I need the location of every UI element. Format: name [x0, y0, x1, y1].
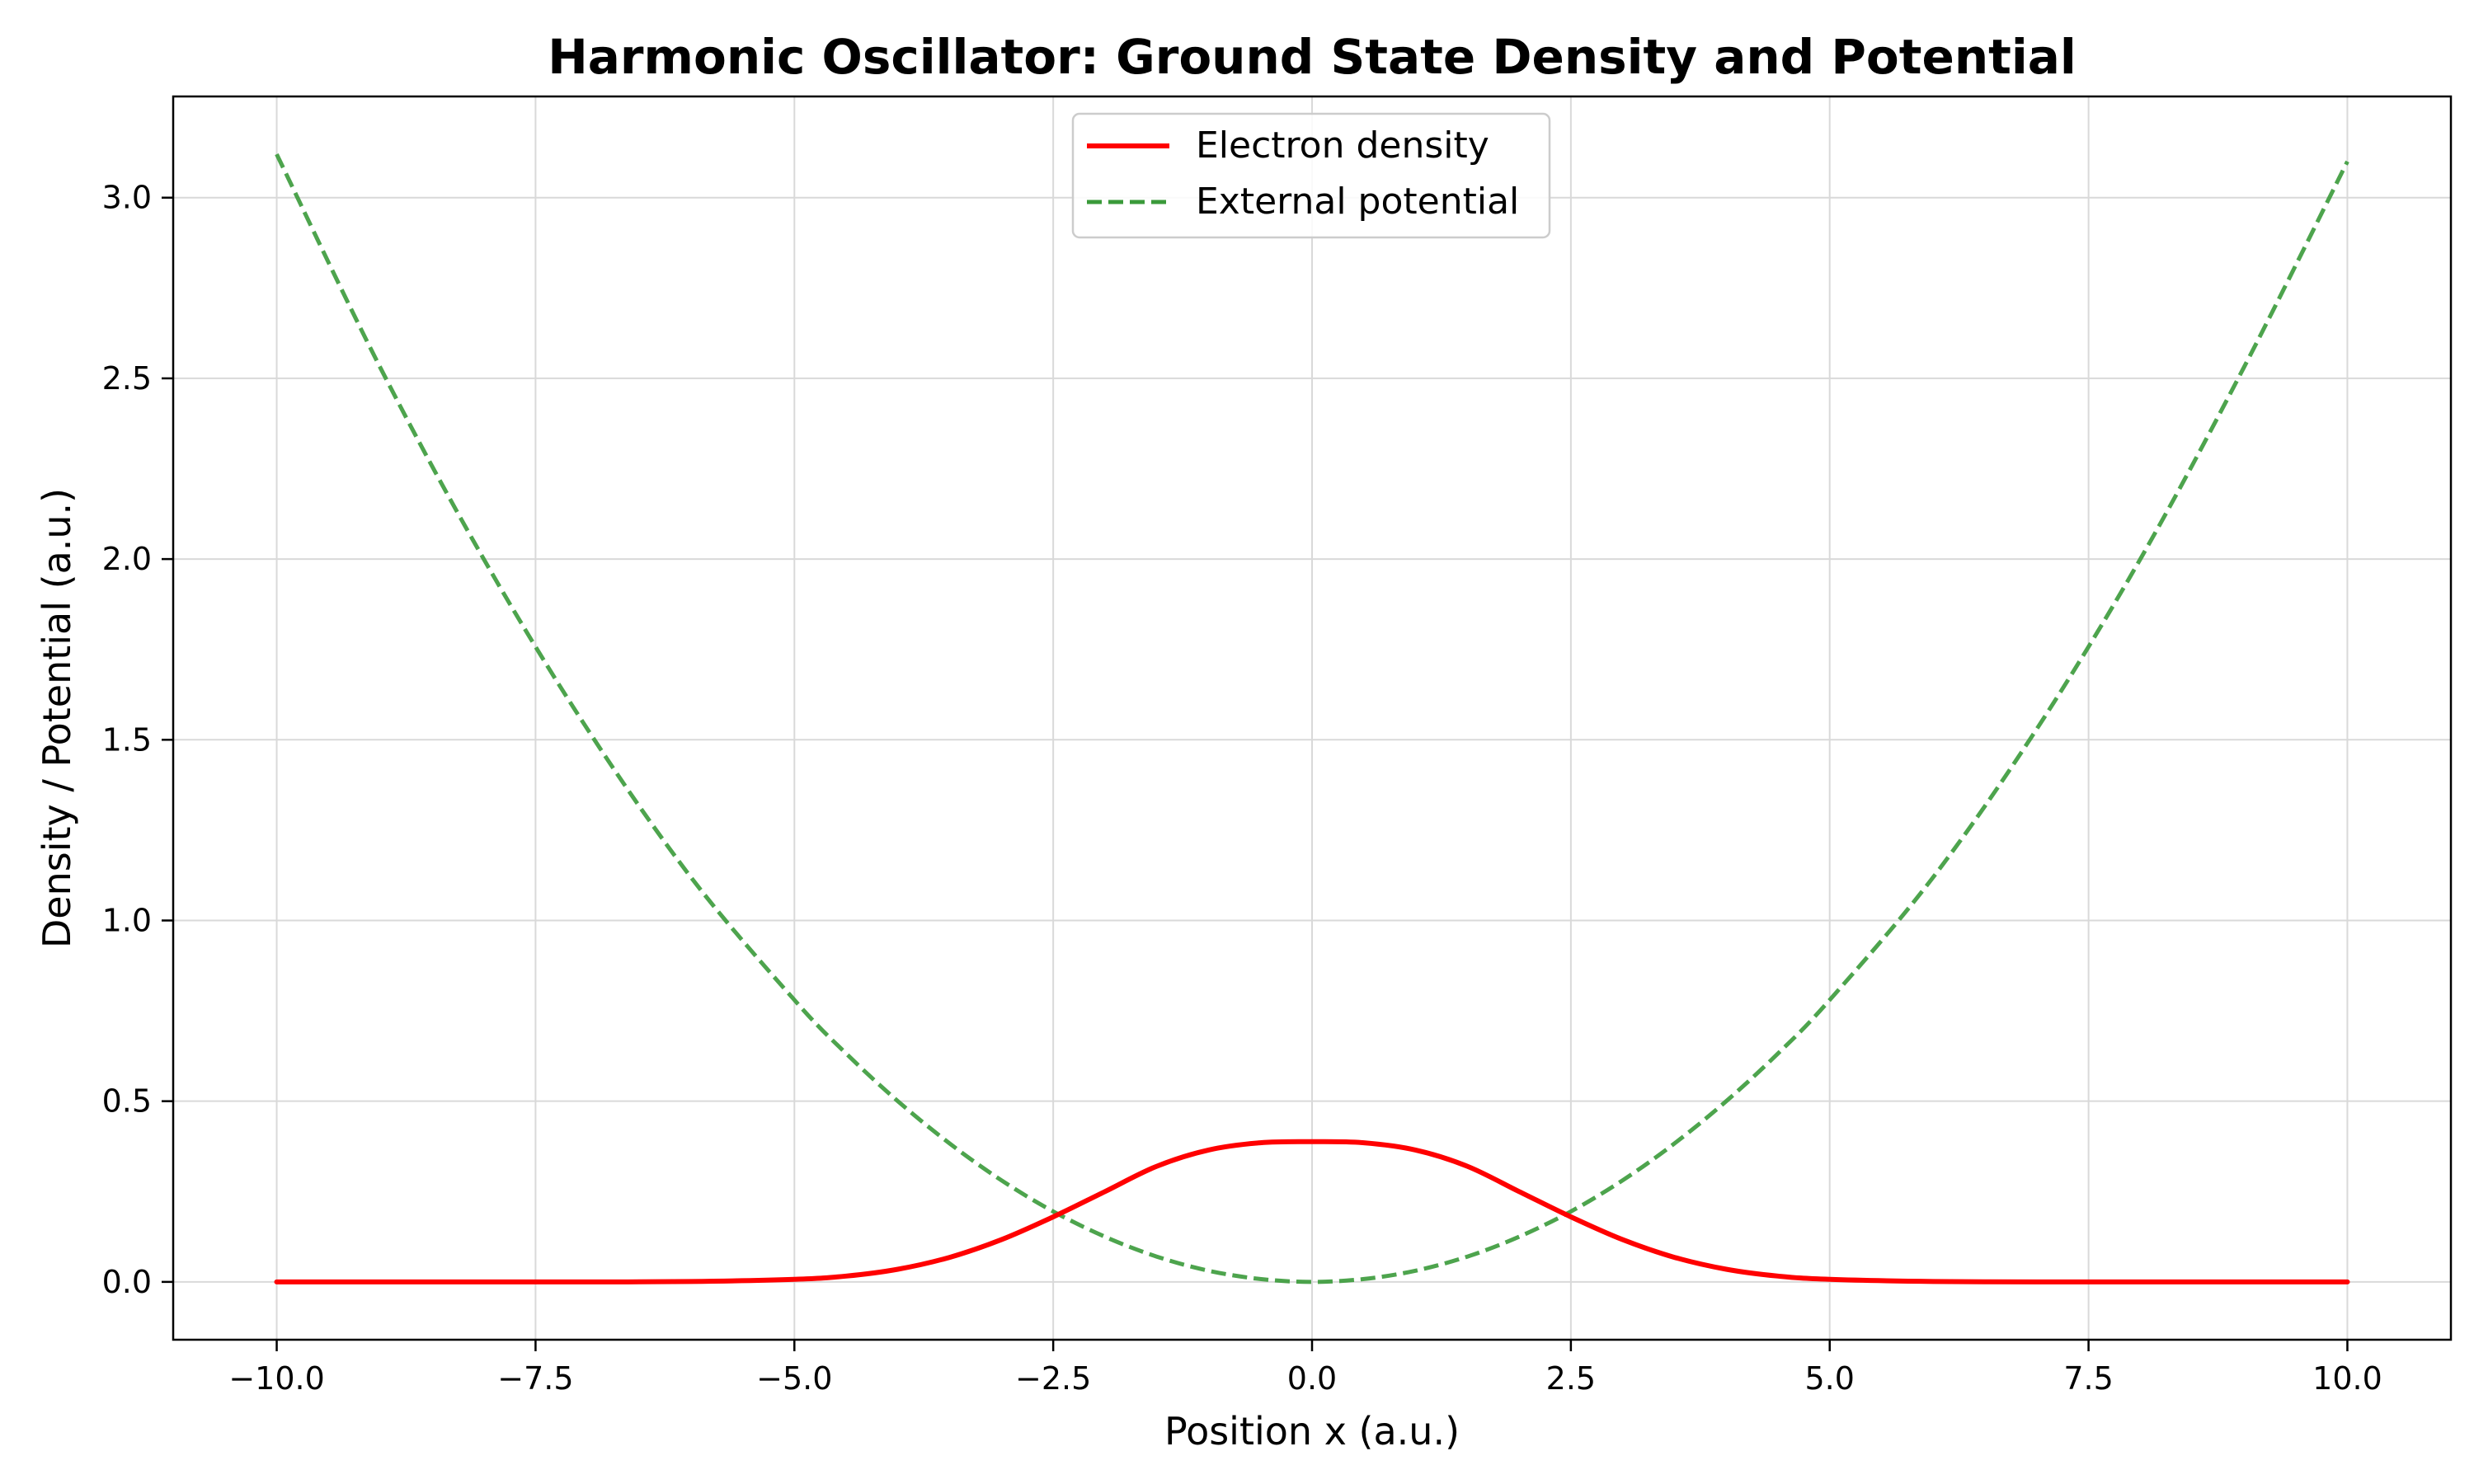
x-tick-label: −7.5 [497, 1360, 573, 1397]
legend-box [1071, 112, 1551, 239]
series-line-electron-density [274, 1139, 2350, 1284]
y-tick-label: 0.0 [102, 1264, 152, 1300]
legend: Electron density External potential [1071, 112, 1551, 239]
x-tick-label: −10.0 [228, 1360, 324, 1397]
x-tick-label: 10.0 [2312, 1360, 2382, 1397]
y-tick-label: 2.0 [102, 541, 152, 577]
x-tick-label: 7.5 [2063, 1360, 2113, 1397]
x-tick-label: −5.0 [756, 1360, 832, 1397]
series-layer [274, 153, 2350, 1284]
x-tick-label: 0.0 [1287, 1360, 1337, 1397]
x-tick-label: −2.5 [1015, 1360, 1091, 1397]
legend-label-external-potential: External potential [1196, 181, 1519, 223]
y-tick-label: 1.5 [102, 721, 152, 758]
y-tick-label: 0.5 [102, 1083, 152, 1120]
y-axis-label: Density / Potential (a.u.) [35, 488, 79, 948]
x-tick-label: 2.5 [1546, 1360, 1596, 1397]
y-tick-label: 1.0 [102, 902, 152, 938]
y-tick-label: 2.5 [102, 360, 152, 397]
chart-title: Harmonic Oscillator: Ground State Densit… [548, 29, 2076, 85]
ticks: −10.0 −7.5 −5.0 −2.5 0.0 2.5 5.0 7.5 10.0 0.0 0.5 1… [102, 180, 2382, 1397]
x-axis-label: Position x (a.u.) [1164, 1409, 1460, 1453]
x-tick-label: 5.0 [1805, 1360, 1855, 1397]
legend-label-electron-density: Electron density [1196, 124, 1489, 167]
series-line-external-potential [275, 153, 2349, 1284]
y-tick-label: 3.0 [102, 180, 152, 216]
